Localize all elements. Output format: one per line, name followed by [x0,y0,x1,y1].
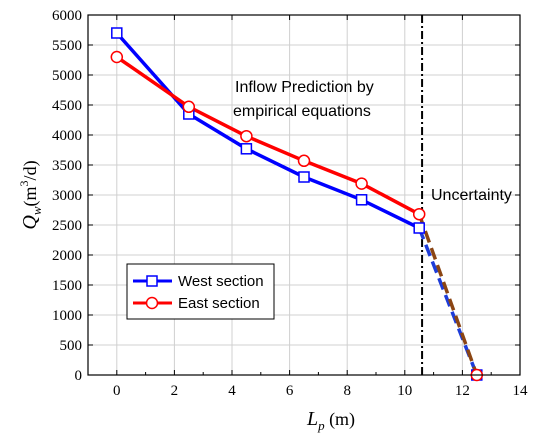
annotation-prediction-line2: empirical equations [233,103,371,120]
y-tick-label: 4500 [52,98,82,114]
series-east-point [355,177,368,190]
y-axis-label-sub: w [29,206,44,215]
legend-box [126,263,275,320]
y-tick-label: 1500 [52,278,82,294]
x-tick-label: 0 [113,383,121,399]
x-tick-label: 14 [513,383,529,399]
y-tick-label: 2000 [52,248,82,264]
series-east-line [115,55,421,216]
series-east-point [182,100,196,114]
y-axis-label: Qw(m3/d) [17,160,44,229]
series-west-point [240,143,253,155]
y-tick-label: 5000 [52,68,82,84]
y-axis-label-unit-post: /d) [20,160,41,180]
series-west-point [413,222,425,234]
y-tick-label: 3500 [52,158,82,174]
y-axis-label-unit-sup: 3 [17,180,31,186]
series-east-point [110,50,124,64]
legend: West section East section [126,263,275,320]
marks [110,15,484,382]
series-west-line [115,31,420,230]
x-axis-label-main: L [306,408,318,430]
y-axis-label-unit-pre: (m [20,186,41,206]
x-tick-label: 4 [228,383,236,399]
y-tick-label: 6000 [52,8,82,24]
y-tick-label: 5500 [52,38,82,54]
x-axis-label-unit: (m) [325,409,356,430]
legend-east-label: East section [178,295,260,312]
legend-west-marker [146,275,158,287]
series-east-point [412,207,426,221]
y-axis-label-main: Q [19,215,41,230]
series-west-point [111,27,123,39]
series-west-point [355,194,368,206]
y-tick-label: 500 [60,338,83,354]
series-east-point [240,129,253,143]
annotation-prediction-line1: Inflow Prediction by [235,79,374,96]
legend-west-label: West section [178,273,264,290]
y-tick-label: 4000 [52,128,82,144]
ticks: 0 2 4 6 8 10 12 14 0 500 1000 1500 2000 2500 3000 3500 4… [52,8,528,399]
x-axis-label: Lp (m) [306,408,355,433]
series-east-dashed-line [417,213,479,376]
y-tick-label: 1000 [52,308,82,324]
x-tick-label: 12 [455,383,470,399]
y-tick-label: 3000 [52,188,82,204]
legend-east-marker [145,296,159,310]
x-tick-label: 10 [397,383,412,399]
x-tick-label: 2 [171,383,179,399]
series-west-point [298,171,310,183]
series-east-point [297,154,311,168]
x-tick-label: 8 [343,383,351,399]
x-axis-label-sub: p [317,418,325,433]
annotation-uncertainty: Uncertainty [431,187,512,204]
y-tick-label: 2500 [52,218,82,234]
x-tick-label: 6 [286,383,294,399]
y-tick-label: 0 [75,368,83,384]
